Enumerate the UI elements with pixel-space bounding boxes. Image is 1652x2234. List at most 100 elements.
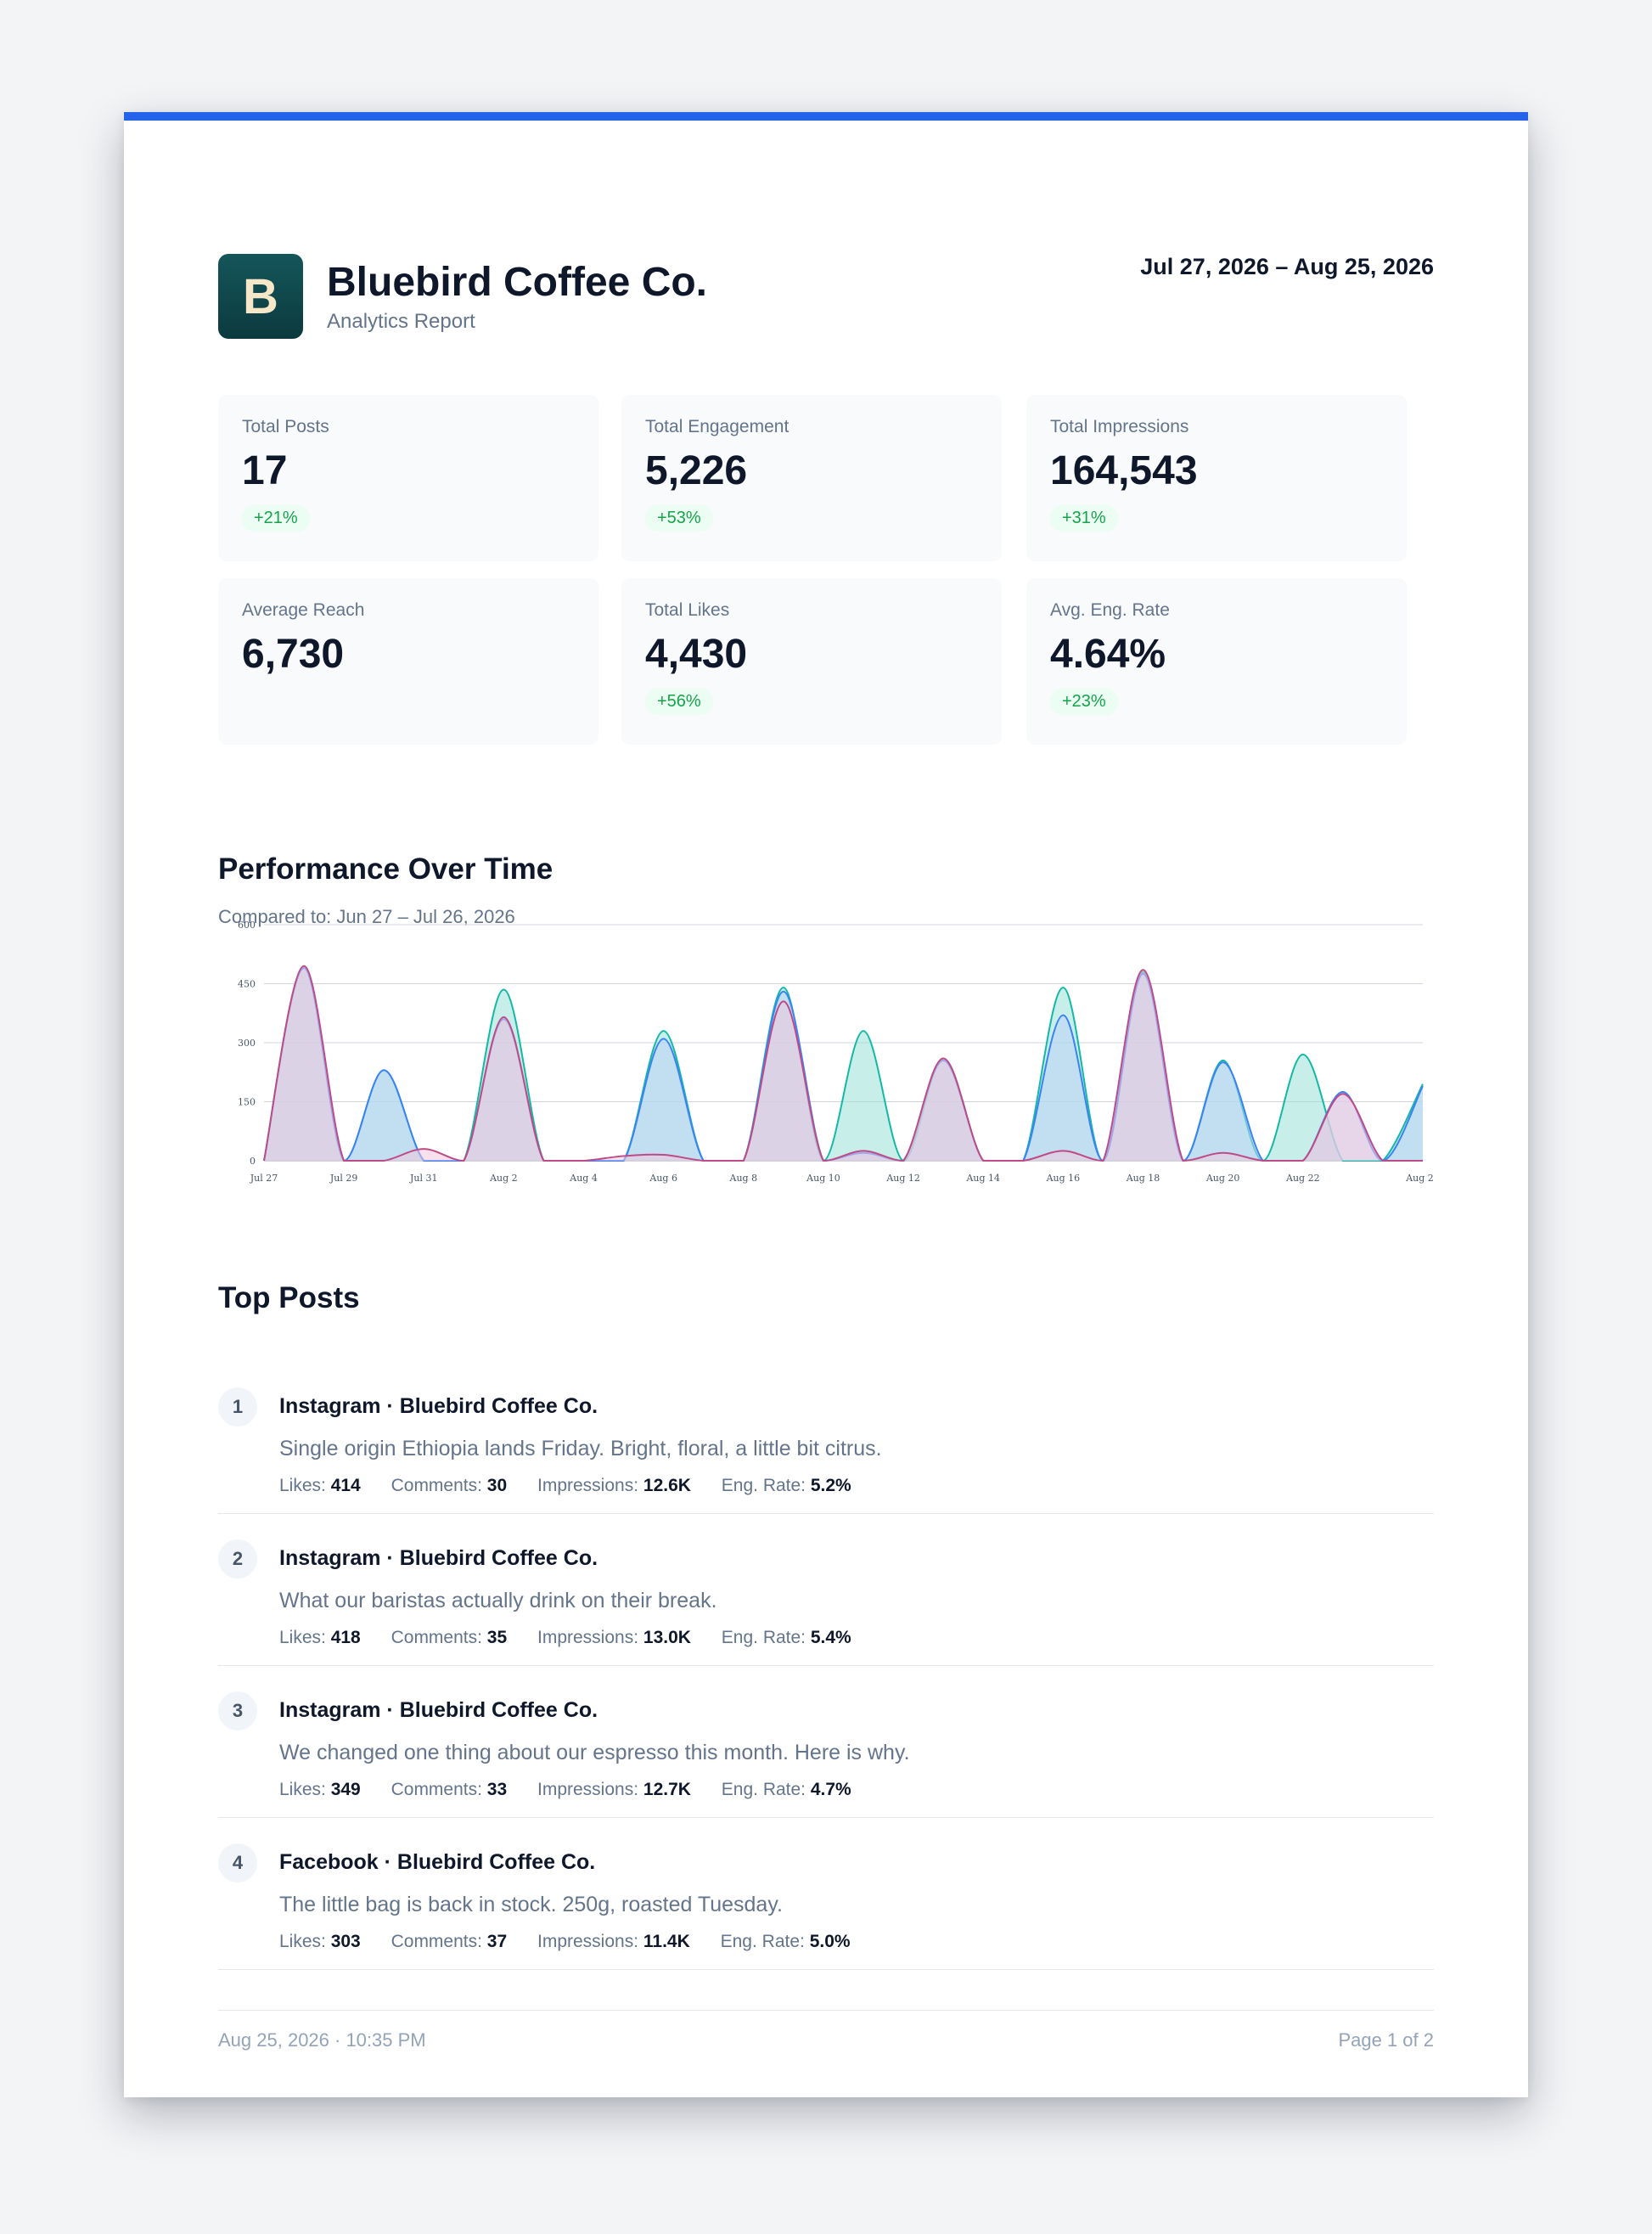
- post-stats: Likes: 349 Comments: 33 Impressions: 12.…: [279, 1780, 877, 1800]
- stat-label: Eng. Rate:: [721, 1476, 806, 1495]
- x-tick-label: Aug 2: [489, 1173, 518, 1184]
- stat-label: Impressions:: [537, 1628, 639, 1647]
- stat-label: Eng. Rate:: [720, 1932, 805, 1951]
- compared-to-note: Compared to: Jun 27 – Jul 26, 2026: [218, 906, 515, 927]
- y-tick-label: 450: [238, 979, 256, 990]
- stat-value: 12.6K: [643, 1476, 691, 1495]
- y-tick-label: 600: [238, 920, 256, 931]
- x-tick-label: Aug 20: [1205, 1173, 1240, 1184]
- change-badge: +21%: [242, 505, 310, 532]
- performance-chart: 0 150 300 450 600 Jul 27 Jul 29 Jul 31 Aug 2 Aug …: [218, 909, 1434, 1198]
- metric-label: Total Posts: [242, 417, 329, 436]
- stat-comments: Comments: 30: [391, 1476, 508, 1495]
- post-rank: 4: [218, 1843, 257, 1882]
- post-item[interactable]: 2 Instagram · Bluebird Coffee Co. What o…: [218, 1514, 1434, 1666]
- stat-comments: Comments: 37: [391, 1932, 508, 1951]
- stat-label: Comments:: [391, 1932, 482, 1951]
- stat-comments: Comments: 35: [391, 1628, 508, 1647]
- stat-value: 4.7%: [810, 1780, 851, 1799]
- x-tick-label: Aug 10: [806, 1173, 840, 1184]
- post-title: Instagram · Bluebird Coffee Co.: [279, 1546, 598, 1570]
- x-tick-label: Aug 25: [1405, 1173, 1434, 1184]
- series-area-2: [264, 965, 1423, 1161]
- post-item[interactable]: 3 Instagram · Bluebird Coffee Co. We cha…: [218, 1666, 1434, 1818]
- stat-label: Comments:: [391, 1628, 482, 1647]
- post-text: The little bag is back in stock. 250g, r…: [279, 1893, 783, 1916]
- post-text: What our baristas actually drink on thei…: [279, 1589, 717, 1612]
- stat-value: 35: [486, 1628, 508, 1647]
- x-tick-label: Aug 12: [885, 1173, 920, 1184]
- stat-label: Eng. Rate:: [721, 1780, 806, 1799]
- stat-impressions: Impressions: 11.4K: [537, 1932, 690, 1951]
- post-item[interactable]: 1 Instagram · Bluebird Coffee Co. Single…: [218, 1362, 1434, 1514]
- date-range: Jul 27, 2026 – Aug 25, 2026: [1140, 254, 1434, 279]
- stat-value: 349: [330, 1780, 361, 1799]
- x-tick-label: Aug 22: [1285, 1173, 1320, 1184]
- accent-bar: [124, 112, 1528, 121]
- stat-value: 5.4%: [810, 1628, 851, 1647]
- post-rank: 3: [218, 1691, 257, 1730]
- stat-label: Eng. Rate:: [721, 1628, 806, 1647]
- metric-value: 4.64%: [1050, 632, 1166, 677]
- stat-eng-rate: Eng. Rate: 5.2%: [722, 1476, 851, 1495]
- top-posts-title: Top Posts: [218, 1281, 360, 1314]
- stat-label: Likes:: [279, 1932, 326, 1951]
- change-badge: +31%: [1050, 505, 1118, 532]
- metric-value: 4,430: [645, 632, 748, 677]
- x-tick-label: Aug 18: [1126, 1173, 1160, 1184]
- stat-value: 30: [486, 1476, 508, 1495]
- stat-comments: Comments: 33: [391, 1780, 508, 1799]
- x-tick-label: Aug 6: [649, 1173, 677, 1184]
- metric-value: 6,730: [242, 632, 345, 677]
- x-tick-label: Aug 16: [1046, 1173, 1081, 1184]
- post-stats: Likes: 414 Comments: 30 Impressions: 12.…: [279, 1476, 877, 1496]
- metric-card-total-likes: Total Likes 4,430 +56%: [621, 578, 1002, 745]
- generated-timestamp: Aug 25, 2026 · 10:35 PM: [218, 2029, 426, 2051]
- stat-likes: Likes: 303: [279, 1932, 361, 1951]
- stat-eng-rate: Eng. Rate: 5.0%: [721, 1932, 851, 1951]
- stat-value: 12.7K: [643, 1780, 691, 1799]
- page-number: Page 1 of 2: [1338, 2029, 1434, 2051]
- metric-label: Avg. Eng. Rate: [1050, 600, 1170, 620]
- x-tick-label: Aug 8: [729, 1173, 758, 1184]
- post-rank: 1: [218, 1387, 257, 1426]
- report-header: B Bluebird Coffee Co. Analytics Report J…: [218, 254, 1434, 339]
- stat-likes: Likes: 349: [279, 1780, 361, 1799]
- metric-label: Average Reach: [242, 600, 365, 620]
- post-text: Single origin Ethiopia lands Friday. Bri…: [279, 1437, 882, 1460]
- stat-label: Impressions:: [537, 1476, 639, 1495]
- stat-likes: Likes: 418: [279, 1628, 361, 1647]
- stat-value: 5.2%: [810, 1476, 851, 1495]
- stat-value: 5.0%: [809, 1932, 851, 1951]
- stat-label: Likes:: [279, 1476, 326, 1495]
- x-tick-label: Jul 31: [409, 1173, 438, 1184]
- report-content: B Bluebird Coffee Co. Analytics Report J…: [218, 254, 1434, 2051]
- report-subtitle: Analytics Report: [327, 310, 475, 333]
- stat-value: 418: [330, 1628, 361, 1647]
- x-tick-label: Aug 4: [569, 1173, 598, 1184]
- y-tick-label: 150: [238, 1097, 256, 1108]
- post-item[interactable]: 4 Facebook · Bluebird Coffee Co. The lit…: [218, 1818, 1434, 1970]
- stat-value: 303: [330, 1932, 361, 1951]
- report-page: B Bluebird Coffee Co. Analytics Report J…: [124, 112, 1528, 2097]
- metric-value: 17: [242, 448, 288, 493]
- metric-card-total-engagement: Total Engagement 5,226 +53%: [621, 395, 1002, 561]
- stat-impressions: Impressions: 12.6K: [537, 1476, 691, 1495]
- stat-label: Likes:: [279, 1628, 326, 1647]
- metric-card-total-posts: Total Posts 17 +21%: [218, 395, 598, 561]
- metric-label: Total Impressions: [1050, 417, 1189, 436]
- metric-value: 5,226: [645, 448, 748, 493]
- y-tick-label: 0: [250, 1156, 256, 1167]
- stat-label: Comments:: [391, 1476, 482, 1495]
- brand-name: Bluebird Coffee Co.: [327, 260, 708, 305]
- performance-title: Performance Over Time: [218, 853, 553, 886]
- change-badge: +53%: [645, 505, 713, 532]
- metric-label: Total Likes: [645, 600, 730, 620]
- stat-value: 414: [330, 1476, 361, 1495]
- post-title: Facebook · Bluebird Coffee Co.: [279, 1850, 596, 1874]
- metric-card-average-reach: Average Reach 6,730: [218, 578, 598, 745]
- stat-likes: Likes: 414: [279, 1476, 361, 1495]
- report-footer: Aug 25, 2026 · 10:35 PM Page 1 of 2: [218, 2010, 1434, 2051]
- stat-eng-rate: Eng. Rate: 5.4%: [722, 1628, 851, 1647]
- y-tick-label: 300: [238, 1038, 256, 1049]
